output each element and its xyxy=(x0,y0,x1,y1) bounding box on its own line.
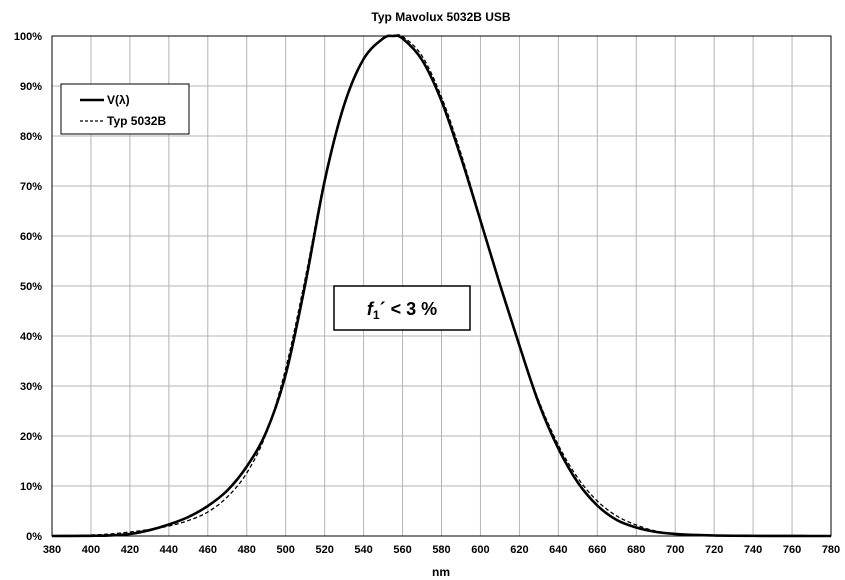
legend: V(λ) Typ 5032B xyxy=(60,83,190,135)
y-tick-label: 30% xyxy=(20,381,42,393)
x-tick-label: 600 xyxy=(471,544,489,556)
y-tick-label: 70% xyxy=(20,181,42,193)
annotation-rest: ´ < 3 % xyxy=(380,299,438,319)
y-tick-label: 80% xyxy=(20,131,42,143)
x-tick-label: 500 xyxy=(277,544,295,556)
y-tick-label: 50% xyxy=(20,281,42,293)
x-tick-label: 480 xyxy=(238,544,256,556)
x-tick-label: 720 xyxy=(705,544,723,556)
annotation-text: f1´ < 3 % xyxy=(367,299,437,322)
grid xyxy=(51,35,832,537)
x-tick-label: 520 xyxy=(315,544,333,556)
x-tick-label: 460 xyxy=(199,544,217,556)
y-tick-label: 60% xyxy=(20,231,42,243)
annotation-subscript: 1 xyxy=(373,308,380,322)
x-axis-label: nm xyxy=(432,565,450,579)
x-tick-label: 400 xyxy=(82,544,100,556)
x-tick-label: 660 xyxy=(588,544,606,556)
x-tick-label: 540 xyxy=(354,544,372,556)
x-tick-label: 680 xyxy=(627,544,645,556)
y-tick-label: 40% xyxy=(20,331,42,343)
annotation-box xyxy=(333,285,471,331)
y-tick-label: 0% xyxy=(26,531,42,543)
legend-label-v-lambda: V(λ) xyxy=(107,93,130,107)
x-tick-label: 420 xyxy=(121,544,139,556)
plot-frame xyxy=(51,35,832,537)
x-tick-label: 700 xyxy=(666,544,684,556)
x-tick-label: 380 xyxy=(43,544,61,556)
chart-title: Typ Mavolux 5032B USB xyxy=(371,10,510,24)
x-tick-label: 440 xyxy=(160,544,178,556)
x-tick-label: 560 xyxy=(393,544,411,556)
tick-labels: 380 400 420 440 460 480 500 520 540 560 580 600 620 6… xyxy=(14,31,840,556)
f1-annotation: f1´ < 3 % xyxy=(333,285,471,331)
x-tick-label: 740 xyxy=(744,544,762,556)
y-tick-label: 10% xyxy=(20,481,42,493)
series-line-v-lambda xyxy=(51,34,832,538)
series-layer xyxy=(51,34,832,538)
y-tick-label: 90% xyxy=(20,81,42,93)
x-tick-label: 760 xyxy=(783,544,801,556)
y-tick-label: 20% xyxy=(20,431,42,443)
legend-label-typ-5032b: Typ 5032B xyxy=(107,114,166,128)
y-tick-label: 100% xyxy=(14,31,42,43)
x-tick-label: 640 xyxy=(549,544,567,556)
annotation-f: f xyxy=(367,299,375,319)
x-tick-label: 620 xyxy=(510,544,528,556)
x-tick-label: 580 xyxy=(432,544,450,556)
legend-box xyxy=(60,83,190,135)
x-tick-label: 780 xyxy=(822,544,840,556)
